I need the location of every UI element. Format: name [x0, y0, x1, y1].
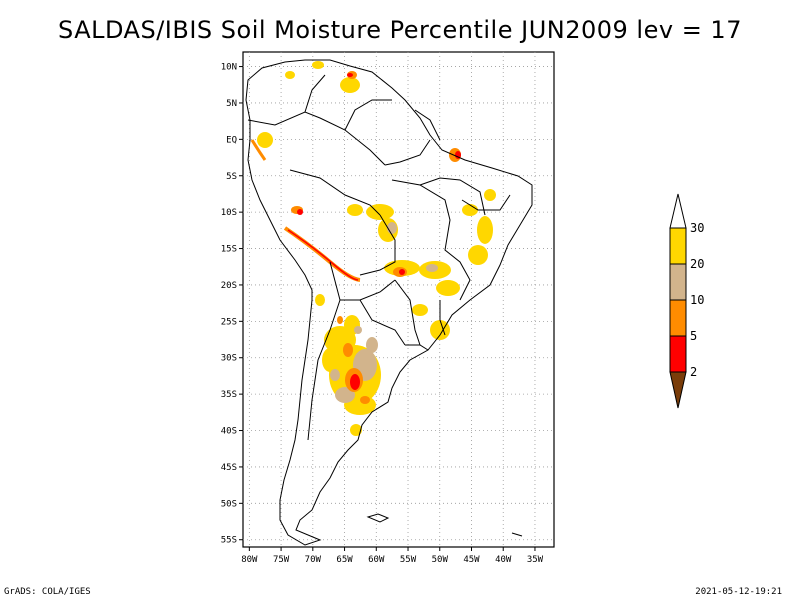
lat-tick-label: 10N: [221, 63, 237, 73]
colorbar-box: [669, 335, 687, 373]
map-title: SALDAS/IBIS Soil Moisture Percentile JUN…: [58, 16, 742, 44]
lon-tick-label: 60W: [368, 555, 385, 565]
lat-tick-label: 20S: [221, 281, 237, 291]
colorbar-label: 2: [690, 365, 697, 379]
lat-tick-label: 15S: [221, 245, 237, 255]
colorbar-label: 20: [690, 257, 704, 271]
lon-tick-label: 80W: [241, 555, 258, 565]
lat-tick-label: 50S: [221, 499, 237, 509]
colorbar-label: 5: [690, 329, 697, 343]
lon-tick-label: 70W: [305, 555, 322, 565]
lat-tick-label: 55S: [221, 536, 237, 546]
footer-credit: GrADS: COLA/IGES: [4, 587, 91, 597]
lon-tick-label: 45W: [463, 555, 480, 565]
colorbar-high-triangle: [669, 193, 687, 229]
lat-tick-label: 40S: [221, 427, 237, 437]
colorbar-box: [669, 299, 687, 337]
latitude-tick-labels: 10N 5N EQ 5S 10S 15S 20S 25S 30S 35S 40S 45S 50S 55S: [221, 63, 243, 546]
colorbar-label: 30: [690, 221, 704, 235]
map-frame: [242, 51, 555, 548]
coastlines-and-borders: [245, 59, 533, 546]
lon-tick-label: 50W: [432, 555, 449, 565]
lat-tick-label: 30S: [221, 354, 237, 364]
lat-tick-label: 25S: [221, 317, 237, 327]
lat-tick-label: 5S: [226, 172, 237, 182]
lat-tick-label: 10S: [221, 208, 237, 218]
lat-tick-label: EQ: [226, 135, 237, 145]
longitude-tick-labels: 80W 75W 70W 65W 60W 55W 50W 45W 40W 35W: [241, 547, 544, 565]
colorbar-box: [669, 263, 687, 301]
colorbar-box: [669, 227, 687, 265]
colorbar-low-triangle: [669, 371, 687, 409]
graticule: [243, 52, 554, 547]
lon-tick-label: 55W: [400, 555, 417, 565]
percentile-shading: [250, 61, 496, 436]
lon-tick-label: 35W: [527, 555, 544, 565]
lon-tick-label: 65W: [336, 555, 353, 565]
colorbar: 2 5 10 20 30: [669, 193, 704, 409]
lon-tick-label: 40W: [495, 555, 512, 565]
footer-timestamp: 2021-05-12-19:21: [695, 587, 782, 597]
lon-tick-label: 75W: [273, 555, 290, 565]
lat-tick-label: 5N: [226, 99, 237, 109]
lat-tick-label: 35S: [221, 390, 237, 400]
lat-tick-label: 45S: [221, 463, 237, 473]
colorbar-label: 10: [690, 293, 704, 307]
